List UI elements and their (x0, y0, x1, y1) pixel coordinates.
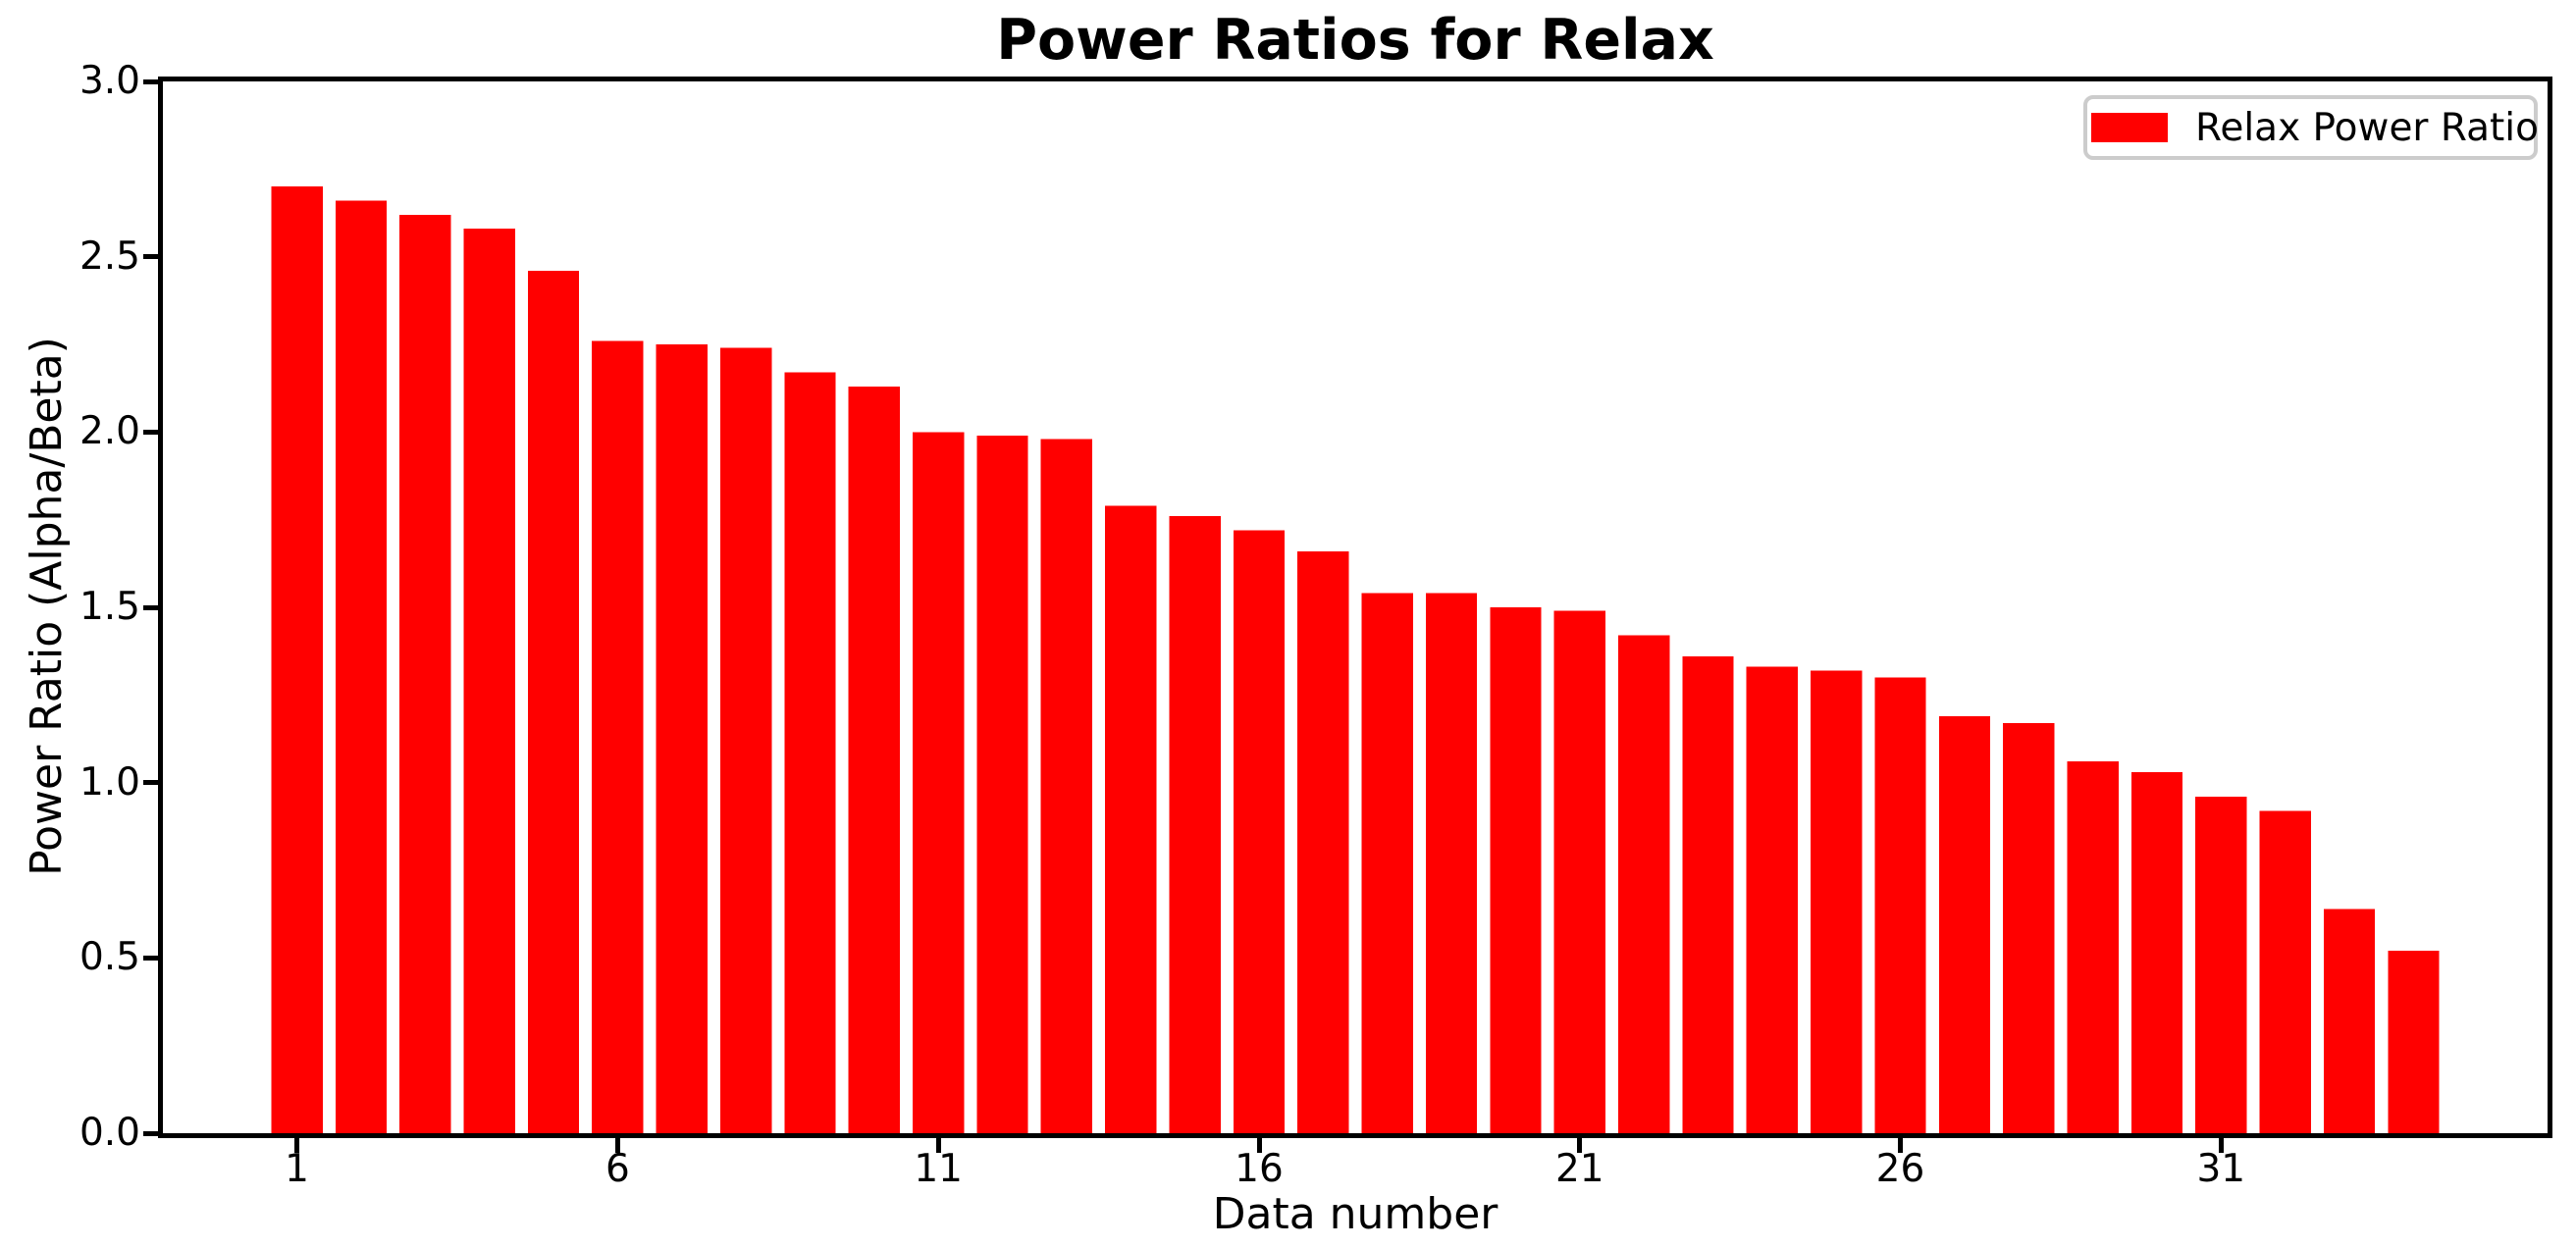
bar-relax-power-ratio-15 (1169, 516, 1221, 1133)
x-tick-label-26: 26 (1875, 1147, 1925, 1191)
y-tick-mark-3.0 (143, 78, 158, 84)
y-tick-label-0.0: 0.0 (79, 1111, 140, 1155)
bar-relax-power-ratio-3 (399, 214, 451, 1133)
y-tick-mark-2.0 (143, 429, 158, 435)
bar-relax-power-ratio-29 (2067, 761, 2119, 1133)
bar-relax-power-ratio-11 (913, 432, 965, 1133)
legend-swatch-red (2091, 113, 2168, 142)
x-tick-mark-16 (1256, 1138, 1262, 1153)
legend-label: Relax Power Ratio (2195, 105, 2539, 150)
x-tick-mark-6 (614, 1138, 620, 1153)
bar-relax-power-ratio-5 (527, 271, 580, 1133)
y-tick-mark-0.5 (143, 955, 158, 961)
bar-relax-power-ratio-25 (1811, 670, 1863, 1133)
x-tick-label-6: 6 (605, 1147, 630, 1191)
x-tick-mark-21 (1577, 1138, 1583, 1153)
bar-relax-power-ratio-23 (1682, 656, 1734, 1133)
y-tick-mark-1.0 (143, 780, 158, 786)
x-tick-label-21: 21 (1554, 1147, 1604, 1191)
x-tick-mark-31 (2218, 1138, 2224, 1153)
plot-area (158, 77, 2552, 1138)
bar-relax-power-ratio-20 (1490, 607, 1542, 1133)
bar-relax-power-ratio-10 (848, 386, 900, 1133)
legend: Relax Power Ratio (2083, 95, 2539, 160)
bar-relax-power-ratio-13 (1040, 439, 1092, 1133)
bar-relax-power-ratio-12 (976, 435, 1028, 1133)
bar-relax-power-ratio-32 (2259, 810, 2311, 1133)
bar-relax-power-ratio-8 (720, 347, 772, 1133)
x-tick-mark-26 (1898, 1138, 1903, 1153)
bar-relax-power-ratio-27 (1938, 715, 1991, 1133)
chart-title: Power Ratios for Relax (996, 8, 1714, 73)
y-tick-label-0.5: 0.5 (79, 935, 140, 980)
y-tick-label-1.5: 1.5 (79, 585, 140, 629)
bar-relax-power-ratio-4 (463, 229, 515, 1133)
x-axis-label: Data number (1212, 1189, 1498, 1239)
bar-relax-power-ratio-30 (2130, 771, 2183, 1133)
bar-relax-power-ratio-16 (1233, 530, 1286, 1133)
bar-relax-power-ratio-28 (2003, 722, 2055, 1133)
bar-relax-power-ratio-22 (1618, 635, 1670, 1133)
y-tick-label-2.0: 2.0 (79, 409, 140, 454)
bar-relax-power-ratio-7 (656, 344, 708, 1133)
y-tick-label-2.5: 2.5 (79, 234, 140, 279)
bar-relax-power-ratio-14 (1105, 505, 1157, 1133)
bar-relax-power-ratio-9 (784, 372, 836, 1133)
x-tick-mark-11 (935, 1138, 941, 1153)
x-tick-label-16: 16 (1235, 1147, 1284, 1191)
y-tick-mark-2.5 (143, 254, 158, 260)
bar-relax-power-ratio-24 (1746, 666, 1798, 1133)
y-tick-label-3.0: 3.0 (79, 59, 140, 103)
bar-relax-power-ratio-18 (1361, 593, 1413, 1133)
bar-relax-power-ratio-6 (592, 340, 644, 1133)
bar-relax-power-ratio-26 (1874, 677, 1926, 1133)
bar-relax-power-ratio-33 (2323, 909, 2376, 1133)
x-tick-mark-1 (294, 1138, 300, 1153)
bar-relax-power-ratio-31 (2195, 797, 2247, 1133)
x-tick-label-1: 1 (285, 1147, 309, 1191)
bar-relax-power-ratio-1 (271, 186, 323, 1133)
bar-relax-power-ratio-21 (1553, 610, 1605, 1133)
bars-canvas (271, 186, 2440, 1133)
x-tick-label-11: 11 (914, 1147, 963, 1191)
y-tick-mark-0.0 (143, 1130, 158, 1136)
bar-relax-power-ratio-17 (1297, 550, 1349, 1133)
bar-relax-power-ratio-19 (1425, 593, 1478, 1133)
y-tick-label-1.0: 1.0 (79, 759, 140, 805)
y-tick-mark-1.5 (143, 604, 158, 610)
x-tick-label-31: 31 (2196, 1147, 2246, 1191)
bar-relax-power-ratio-2 (335, 200, 388, 1133)
bar-relax-power-ratio-34 (2388, 951, 2440, 1133)
